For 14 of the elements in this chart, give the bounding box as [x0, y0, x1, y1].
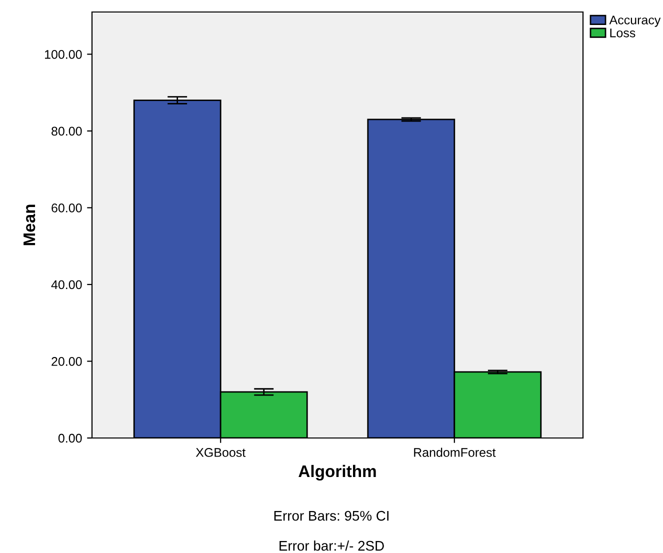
y-tick-label: 20.00: [52, 357, 82, 366]
y-axis-title: Mean: [24, 204, 36, 246]
y-tick-label: 100.00: [45, 50, 82, 59]
text: Error bar:+/- 2SD: [280, 540, 384, 551]
x-axis-title: Algorithm: [298, 464, 376, 481]
y-tick-label: 60.00: [52, 204, 82, 212]
legend-label: Accuracy: [609, 16, 661, 27]
x-tick-label: RandomForest: [414, 448, 496, 457]
legend-label: Loss: [610, 28, 636, 38]
x-tick-label: XGBoost: [196, 448, 246, 457]
y-tick-label: 80.00: [52, 126, 82, 136]
y-tick-label: 0.00: [58, 434, 82, 443]
y-tick-label: 40.00: [51, 280, 82, 290]
text: Error Bars: 95% CI: [274, 510, 388, 521]
